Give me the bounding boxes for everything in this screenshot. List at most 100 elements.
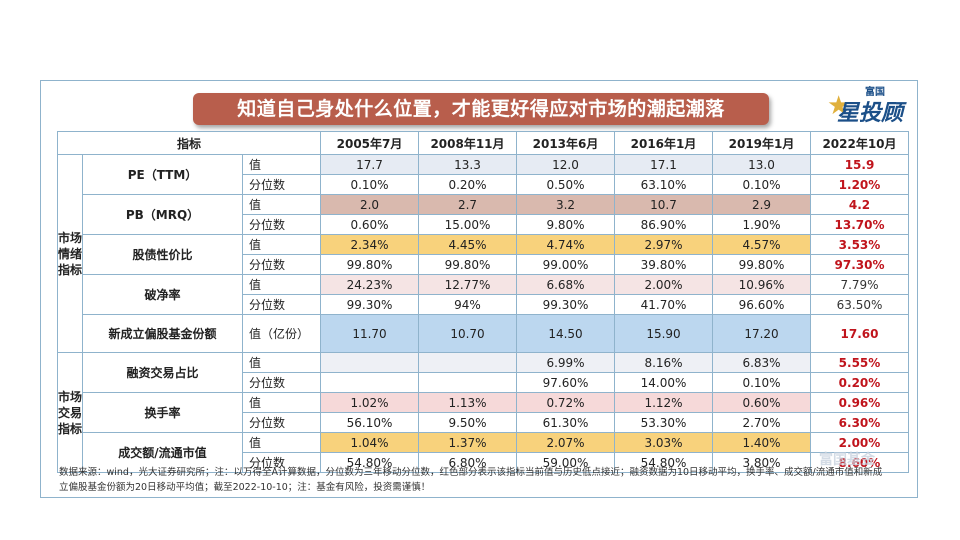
cell (320, 352, 419, 373)
table-row: 市场情绪指标 PE（TTM） 值 17.7 13.3 12.0 17.1 13.… (57, 154, 909, 353)
table-row: 成交额/流通市值 值 1.04% 1.37% 2.07% 3.03% 1.40%… (58, 432, 909, 473)
logo-main-text: 星投顾 (837, 101, 904, 126)
cell-current: 0.96% (810, 392, 909, 413)
cell-current: 8.60% (810, 452, 909, 473)
cell: 0.10% (712, 174, 811, 195)
cell (418, 372, 517, 393)
page-title: 知道自己身处什么位置，才能更好得应对市场的潮起潮落 (193, 93, 769, 125)
row-label: 值 (242, 234, 321, 255)
cell: 1.02% (320, 392, 419, 413)
indicator-name: PE（TTM） (82, 154, 243, 195)
cell: 12.0 (516, 154, 615, 175)
indicator-name: 破净率 (82, 274, 243, 315)
logo-top-text: 富国 (865, 87, 885, 98)
indicator-name: 换手率 (82, 392, 243, 433)
group-label-trading: 市场交易指标 (57, 352, 83, 473)
cell: 15.00% (418, 214, 517, 235)
cell: 0.60% (712, 392, 811, 413)
cell: 13.3 (418, 154, 517, 175)
row-label: 分位数 (242, 452, 321, 473)
indicator-name: 新成立偏股基金份额 (82, 314, 243, 353)
cell: 15.90 (614, 314, 713, 353)
row-label: 值 (242, 274, 321, 295)
cell: 9.50% (418, 412, 517, 433)
cell: 1.37% (418, 432, 517, 453)
cell: 9.80% (516, 214, 615, 235)
cell: 63.10% (614, 174, 713, 195)
cell: 14.50 (516, 314, 615, 353)
indicator-name: 成交额/流通市值 (82, 432, 243, 473)
cell-current: 4.2 (810, 194, 909, 215)
cell: 1.12% (614, 392, 713, 413)
cell: 99.80% (320, 254, 419, 275)
cell: 10.70 (418, 314, 517, 353)
header-period: 2022年10月 (810, 131, 909, 155)
cell: 61.30% (516, 412, 615, 433)
cell: 4.45% (418, 234, 517, 255)
cell: 0.60% (320, 214, 419, 235)
header-period: 2005年7月 (320, 131, 419, 155)
cell: 4.74% (516, 234, 615, 255)
cell: 99.00% (516, 254, 615, 275)
cell: 10.7 (614, 194, 713, 215)
cell: 99.30% (516, 294, 615, 315)
row-label: 值 (242, 352, 321, 373)
cell: 86.90% (614, 214, 713, 235)
cell: 2.34% (320, 234, 419, 255)
header-period: 2019年1月 (712, 131, 811, 155)
row-label: 分位数 (242, 214, 321, 235)
cell: 10.96% (712, 274, 811, 295)
cell: 96.60% (712, 294, 811, 315)
cell-current: 13.70% (810, 214, 909, 235)
cell: 4.57% (712, 234, 811, 255)
source-note: 数据来源：wind，光大证券研究所；注：以万得全A计算数据，分位数为三年移动分位… (59, 467, 883, 493)
table-row: 分位数 0.60% 15.00% 9.80% 86.90% 1.90% 13.7… (58, 214, 909, 235)
table-row: 分位数 54.80% 6.80% 59.00% 54.80% 3.80% 8.6… (58, 452, 909, 473)
row-label: 值 (242, 194, 321, 215)
header-period: 2008年11月 (418, 131, 517, 155)
indicator-table: 指标 2005年7月 2008年11月 2013年6月 2016年1月 2019… (57, 131, 909, 473)
indicator-name: 融资交易占比 (82, 352, 243, 393)
row-label: 值 (242, 392, 321, 413)
cell-current: 97.30% (810, 254, 909, 275)
cell: 2.0 (320, 194, 419, 215)
row-label: 分位数 (242, 294, 321, 315)
cell: 0.20% (418, 174, 517, 195)
cell: 56.10% (320, 412, 419, 433)
cell: 13.0 (712, 154, 811, 175)
row-label: 分位数 (242, 372, 321, 393)
cell: 0.10% (320, 174, 419, 195)
row-label: 值 (242, 154, 321, 175)
brand-logo: ★ 富国 星投顾 (827, 83, 917, 129)
cell: 6.68% (516, 274, 615, 295)
cell: 17.1 (614, 154, 713, 175)
row-label: 值（亿份） (242, 314, 321, 353)
cell-current: 1.20% (810, 174, 909, 195)
cell: 6.80% (418, 452, 517, 473)
cell: 39.80% (614, 254, 713, 275)
cell-current: 17.60 (810, 314, 909, 353)
group-label-sentiment: 市场情绪指标 (57, 154, 83, 353)
cell-current: 7.79% (810, 274, 909, 295)
cell: 2.9 (712, 194, 811, 215)
row-label: 分位数 (242, 174, 321, 195)
cell: 99.80% (712, 254, 811, 275)
table-row: PB（MRQ） 值 2.0 2.7 3.2 10.7 2.9 4.2 (58, 194, 909, 235)
cell: 17.20 (712, 314, 811, 353)
cell: 3.03% (614, 432, 713, 453)
cell-current: 15.9 (810, 154, 909, 175)
header-period: 2016年1月 (614, 131, 713, 155)
cell: 99.30% (320, 294, 419, 315)
row-label: 值 (242, 432, 321, 453)
header-period: 2013年6月 (516, 131, 615, 155)
cell (320, 372, 419, 393)
watermark: 富国基金 (819, 452, 875, 468)
table-row: 新成立偏股基金份额 值（亿份） 11.70 10.70 14.50 15.90 … (58, 314, 909, 353)
cell: 17.7 (320, 154, 419, 175)
table-row: 破净率 值 24.23% 12.77% 6.68% 2.00% 10.96% 7… (58, 274, 909, 315)
cell: 0.72% (516, 392, 615, 413)
cell (418, 352, 517, 373)
cell-current: 3.53% (810, 234, 909, 255)
cell: 54.80% (320, 452, 419, 473)
cell: 6.99% (516, 352, 615, 373)
